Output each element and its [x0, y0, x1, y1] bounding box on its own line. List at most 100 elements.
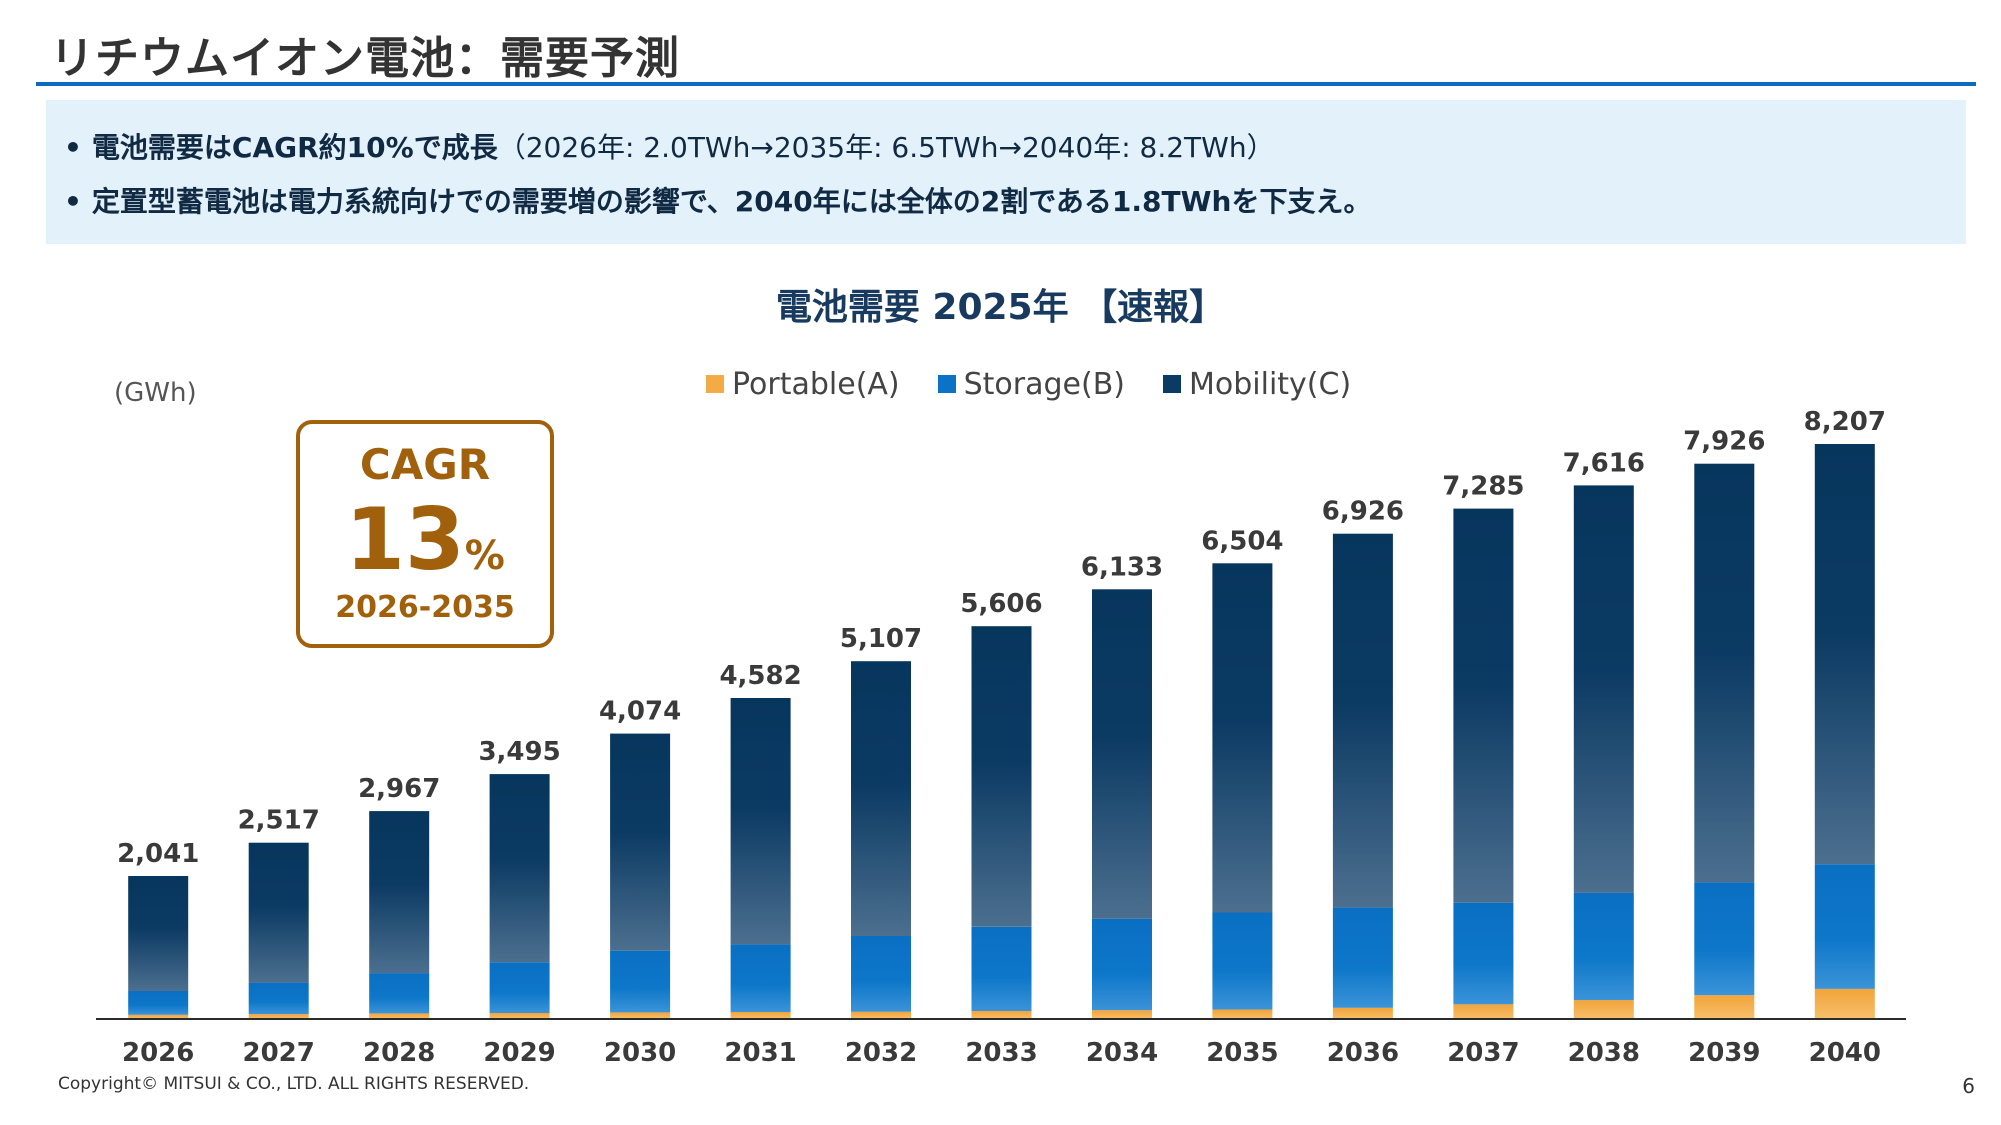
- x-tick-label: 2027: [243, 1038, 315, 1068]
- bar-segment-portable: [1814, 988, 1875, 1019]
- summary-box: • 電池需要はCAGR約10%で成長（2026年: 2.0TWh→2035年: 6…: [46, 100, 1966, 244]
- bar-total-label: 2,041: [117, 839, 199, 869]
- bar-segment-mobility: [971, 626, 1032, 927]
- x-tick-label: 2031: [724, 1038, 796, 1068]
- bar-segment-storage: [1092, 918, 1152, 1011]
- bar-segment-portable: [1573, 1000, 1634, 1019]
- bar-segment-storage: [1573, 892, 1634, 1001]
- y-unit-label: (GWh): [114, 378, 197, 408]
- x-tick-label: 2037: [1447, 1038, 1519, 1068]
- chart-title: 電池需要 2025年 【速報】: [775, 287, 1226, 328]
- cagr-period: 2026-2035: [335, 590, 515, 625]
- legend-label-mobility: Mobility(C): [1189, 366, 1352, 402]
- bar-segment-mobility: [248, 842, 309, 983]
- bar-segment-storage: [369, 973, 430, 1014]
- page-title: リチウムイオン電池：需要予測: [50, 33, 680, 84]
- bar-total-label: 8,207: [1804, 407, 1886, 437]
- x-tick-label: 2038: [1568, 1038, 1640, 1068]
- bar-segment-mobility: [1694, 463, 1755, 883]
- legend-swatch-portable: [706, 375, 724, 393]
- bar-segment-mobility: [1453, 508, 1514, 903]
- bar-segment-storage: [1453, 902, 1514, 1005]
- copyright-footer: Copyright© MITSUI & CO., LTD. ALL RIGHTS…: [58, 1074, 530, 1094]
- bullet-1-normal-text: （2026年: 2.0TWh→2035年: 6.5TWh→2040年: 8.2T…: [497, 131, 1275, 164]
- cagr-number: 13: [345, 490, 465, 590]
- cagr-percent-sign: %: [464, 533, 505, 579]
- bar-total-label: 6,504: [1201, 526, 1283, 556]
- bar-total-label: 3,495: [478, 737, 560, 767]
- bar-total-label: 4,582: [719, 661, 801, 691]
- bar-segment-mobility: [369, 811, 430, 974]
- bar-segment-portable: [248, 1014, 309, 1019]
- bar-segment-mobility: [489, 774, 550, 963]
- bar-segment-mobility: [1092, 589, 1152, 919]
- bar-segment-mobility: [610, 733, 671, 951]
- bar-total-label: 6,133: [1081, 552, 1163, 582]
- legend-swatch-storage: [937, 375, 956, 393]
- bar-segment-mobility: [1332, 533, 1393, 908]
- bar-segment-portable: [610, 1012, 671, 1019]
- legend-item-mobility: Mobility(C): [1163, 367, 1351, 402]
- bar-segment-portable: [1332, 1007, 1393, 1019]
- bar-segment-portable: [1694, 995, 1755, 1019]
- bar-segment-portable: [971, 1010, 1032, 1019]
- legend-item-storage: Storage(B): [937, 366, 1125, 402]
- bar-segment-storage: [128, 991, 189, 1015]
- x-tick-label: 2036: [1327, 1038, 1399, 1068]
- bar-total-label: 4,074: [599, 697, 681, 727]
- x-tick-label: 2026: [122, 1038, 194, 1068]
- bar-segment-storage: [851, 936, 911, 1012]
- bar-total-label: 7,616: [1563, 448, 1645, 478]
- bar-segment-portable: [1212, 1009, 1273, 1019]
- bar-total-label: 2,967: [358, 774, 440, 804]
- summary-bullet-2: • 定置型蓄電池は電力系統向けでの需要増の影響で、2040年には全体の2割である1…: [64, 180, 1371, 220]
- bar-segment-mobility: [1212, 563, 1273, 913]
- x-tick-label: 2034: [1086, 1038, 1158, 1068]
- bar-segment-storage: [1694, 882, 1755, 996]
- bar-segment-mobility: [128, 876, 189, 991]
- bar-segment-storage: [1332, 907, 1393, 1008]
- x-tick-label: 2032: [845, 1038, 917, 1068]
- x-tick-label: 2035: [1206, 1038, 1278, 1068]
- bar-total-label: 2,517: [238, 806, 320, 836]
- page-number: 6: [1962, 1074, 1975, 1098]
- bar-segment-storage: [610, 950, 671, 1013]
- legend-swatch-mobility: [1163, 375, 1181, 393]
- chart-legend: Portable(A) Storage(B) Mobility(C): [706, 366, 1351, 402]
- bar-segment-storage: [489, 962, 550, 1013]
- title-divider: [36, 82, 1976, 86]
- x-tick-label: 2039: [1688, 1038, 1760, 1068]
- summary-bullet-1: • 電池需要はCAGR約10%で成長（2026年: 2.0TWh→2035年: 6…: [64, 126, 1275, 166]
- bar-segment-portable: [369, 1013, 430, 1019]
- bar-segment-portable: [730, 1012, 791, 1019]
- legend-label-storage: Storage(B): [963, 366, 1125, 402]
- bar-total-label: 5,107: [840, 624, 922, 654]
- bar-segment-storage: [971, 926, 1032, 1011]
- bar-segment-mobility: [730, 698, 791, 945]
- bar-total-label: 5,606: [960, 589, 1042, 619]
- bar-segment-storage: [730, 944, 791, 1012]
- bar-segment-portable: [128, 1014, 189, 1019]
- bar-total-label: 7,285: [1442, 472, 1524, 502]
- x-tick-label: 2030: [604, 1038, 676, 1068]
- bar-segment-storage: [1212, 912, 1273, 1010]
- bar-segment-portable: [1453, 1004, 1514, 1019]
- bullet-marker: •: [64, 131, 82, 164]
- bar-segment-storage: [248, 982, 309, 1015]
- x-tick-label: 2040: [1809, 1038, 1881, 1068]
- bar-total-label: 7,926: [1683, 427, 1765, 457]
- bar-segment-mobility: [851, 661, 911, 936]
- bullet-1-strong-text: 電池需要はCAGR約10%で成長: [91, 131, 498, 164]
- bullet-2-text: 定置型蓄電池は電力系統向けでの需要増の影響で、2040年には全体の2割である1.…: [91, 185, 1372, 218]
- bar-segment-portable: [1092, 1010, 1152, 1019]
- x-tick-label: 2029: [483, 1038, 555, 1068]
- bar-total-label: 6,926: [1322, 497, 1404, 527]
- cagr-label: CAGR: [359, 440, 491, 489]
- legend-item-portable: Portable(A): [706, 367, 900, 402]
- legend-label-portable: Portable(A): [732, 366, 900, 402]
- bar-segment-mobility: [1573, 485, 1634, 893]
- bullet-marker: •: [64, 185, 82, 218]
- cagr-callout: CAGR 13% 2026-2035: [296, 420, 554, 648]
- bar-segment-storage: [1814, 864, 1875, 989]
